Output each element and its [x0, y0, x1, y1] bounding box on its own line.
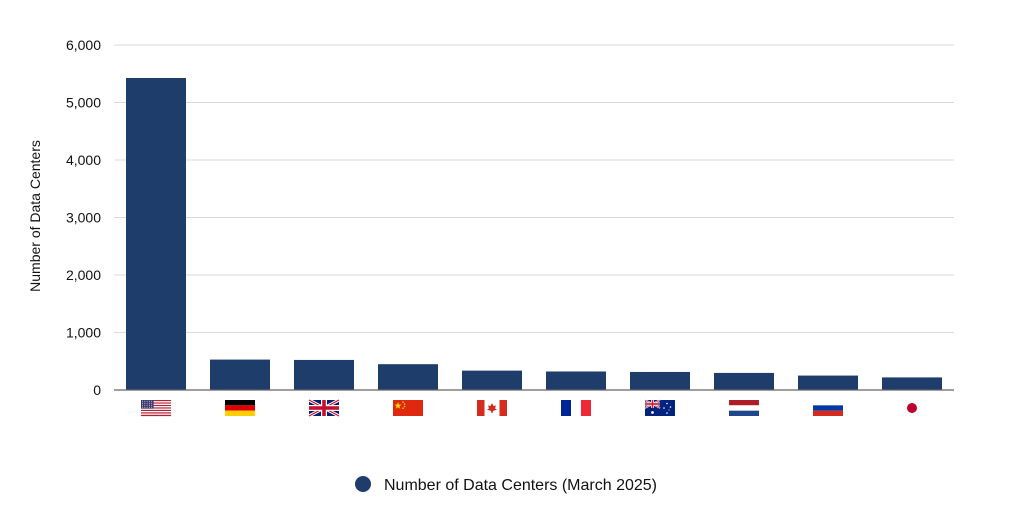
bar-france-flag — [546, 371, 606, 390]
russia-flag — [813, 400, 843, 416]
japan-flag — [897, 400, 927, 416]
y-tick-label: 4,000 — [66, 152, 101, 168]
y-tick-label: 3,000 — [66, 210, 101, 226]
legend-marker — [355, 476, 371, 492]
legend: Number of Data Centers (March 2025) — [355, 476, 657, 494]
australia-flag — [644, 399, 675, 416]
bar-japan-flag — [882, 377, 942, 390]
y-tick-label: 5,000 — [66, 95, 101, 111]
y-tick-label: 6,000 — [66, 37, 101, 53]
bar-germany-flag — [210, 359, 270, 390]
gridlines — [114, 44, 954, 333]
us-flag — [141, 400, 171, 417]
x-axis-flags — [141, 398, 927, 418]
bar-australia-flag — [630, 371, 690, 390]
germany-flag — [225, 400, 255, 416]
bar-uk-flag — [294, 359, 354, 390]
bar-us-flag — [126, 78, 186, 390]
bars — [126, 78, 942, 390]
y-tick-label: 0 — [93, 382, 101, 398]
france-flag — [561, 400, 591, 416]
y-tick-label: 2,000 — [66, 267, 101, 283]
china-flag — [393, 400, 423, 416]
axes: 0 1,000 2,000 3,000 4,000 5,000 6,000 — [66, 37, 954, 398]
bar-russia-flag — [798, 375, 858, 390]
bar-china-flag — [378, 364, 438, 390]
canada-flag — [477, 400, 507, 416]
netherlands-flag — [729, 400, 759, 416]
uk-flag — [308, 398, 340, 418]
y-axis-title: Number of Data Centers — [27, 140, 43, 292]
legend-label: Number of Data Centers (March 2025) — [384, 477, 657, 494]
y-tick-label: 1,000 — [66, 325, 101, 341]
bar-netherlands-flag — [714, 372, 774, 390]
bar-canada-flag — [462, 370, 522, 390]
